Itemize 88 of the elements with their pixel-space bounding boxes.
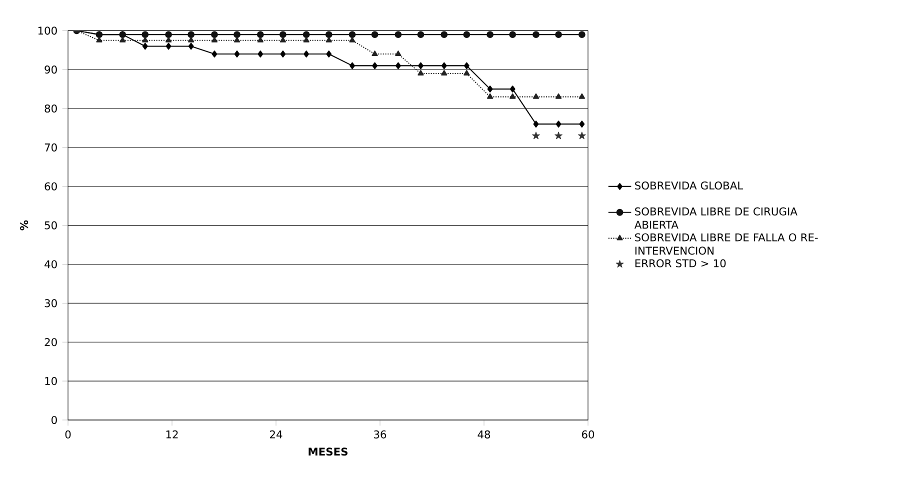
point [234,50,240,58]
x-tick-label: 60 [582,430,594,438]
point [280,36,286,42]
point [211,36,218,42]
y-tick-label: 100 [38,26,57,35]
point [556,120,562,128]
point [555,31,562,38]
y-tick-label: 40 [44,260,57,268]
point [257,36,264,42]
point [234,36,240,42]
point [303,36,310,42]
y-tick-label: 10 [45,377,57,386]
point [142,42,148,50]
point [441,70,448,76]
point [142,31,149,38]
point [188,42,194,50]
point [350,62,356,70]
point [372,50,378,56]
legend-label: SOBREVIDA GLOBAL [635,181,744,190]
point [349,36,356,42]
point [326,50,332,58]
point [395,50,402,56]
point [578,93,586,99]
y-tick-label: 30 [44,299,57,308]
legend-label: SOBREVIDA LIBRE DE CIRUGIA ABIERTA [634,207,798,229]
point [418,70,424,76]
point [325,31,332,38]
point [487,86,493,93]
point [418,62,424,70]
point [463,31,470,38]
point [372,62,378,70]
point [440,31,448,38]
y-tick-label: 80 [44,104,57,113]
point [394,31,402,38]
point [510,86,516,93]
y-tick-label: 60 [44,182,57,190]
x-tick-label: 12 [166,430,178,438]
point [348,31,356,38]
point [142,36,148,42]
point [304,50,310,58]
y-tick-label: 20 [44,338,57,346]
point [256,31,264,38]
point [188,36,194,42]
point [532,93,540,99]
point [533,120,539,128]
point [441,62,447,70]
x-tick-label: 36 [374,430,386,438]
point [554,132,562,140]
y-tick-label: 70 [44,143,57,152]
point [258,50,264,58]
point [532,31,540,38]
point [279,31,286,38]
y-tick-label: 50 [44,221,57,230]
point [234,31,240,38]
point [395,62,401,70]
point [302,31,310,38]
point [509,31,516,38]
x-tick-label: 48 [478,430,490,438]
point [417,31,424,38]
point [464,62,470,70]
point [188,31,195,38]
point [464,70,470,76]
legend-label: SOBREVIDA LIBRE DE FALLA O RE- INTERVENCION [635,233,818,255]
point [371,31,378,38]
point [532,132,540,140]
point [280,50,286,58]
point [165,36,172,42]
point [486,93,494,99]
point [96,36,102,42]
x-axis-title: MESES [308,448,348,456]
point [211,31,218,38]
point [578,132,586,140]
x-tick-label: 0 [65,430,71,438]
x-tick-label: 24 [270,430,282,438]
point [555,93,562,99]
y-tick-label: 0 [52,416,57,424]
point [579,120,585,128]
point [510,93,516,99]
y-axis-title: % [20,220,28,230]
point [120,36,126,42]
point [326,36,332,42]
point [578,31,586,38]
y-tick-label: 90 [44,66,57,74]
point [165,31,172,38]
legend-label: ERROR STD > 10 [635,259,726,268]
point [166,42,172,50]
point [486,31,494,38]
point [212,50,218,58]
